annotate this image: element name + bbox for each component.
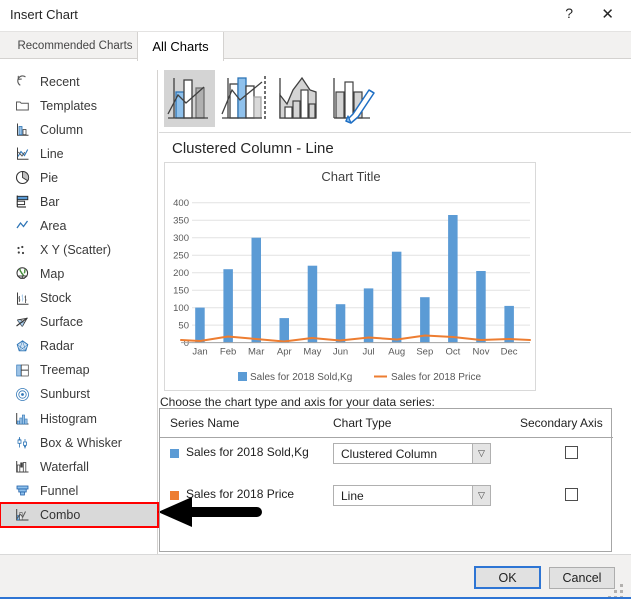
svg-text:Aug: Aug — [388, 347, 405, 358]
svg-text:Sales for 2018 Price: Sales for 2018 Price — [391, 372, 481, 383]
svg-text:50: 50 — [178, 321, 189, 332]
svg-text:300: 300 — [173, 233, 189, 244]
svg-text:100: 100 — [173, 303, 189, 314]
svg-text:Feb: Feb — [220, 347, 236, 358]
svg-text:200: 200 — [173, 268, 189, 279]
svg-text:Jan: Jan — [192, 347, 207, 358]
svg-text:Mar: Mar — [248, 347, 264, 358]
svg-text:Apr: Apr — [277, 347, 292, 358]
svg-text:Jul: Jul — [363, 347, 375, 358]
svg-text:Jun: Jun — [333, 347, 348, 358]
svg-text:350: 350 — [173, 216, 189, 227]
svg-text:Oct: Oct — [446, 347, 461, 358]
svg-text:150: 150 — [173, 286, 189, 297]
svg-text:Sep: Sep — [416, 347, 433, 358]
svg-text:Sales for 2018 Sold,Kg: Sales for 2018 Sold,Kg — [250, 372, 352, 383]
svg-text:Nov: Nov — [473, 347, 490, 358]
svg-text:Dec: Dec — [501, 347, 518, 358]
svg-text:May: May — [303, 347, 321, 358]
svg-text:250: 250 — [173, 251, 189, 262]
svg-text:400: 400 — [173, 198, 189, 209]
